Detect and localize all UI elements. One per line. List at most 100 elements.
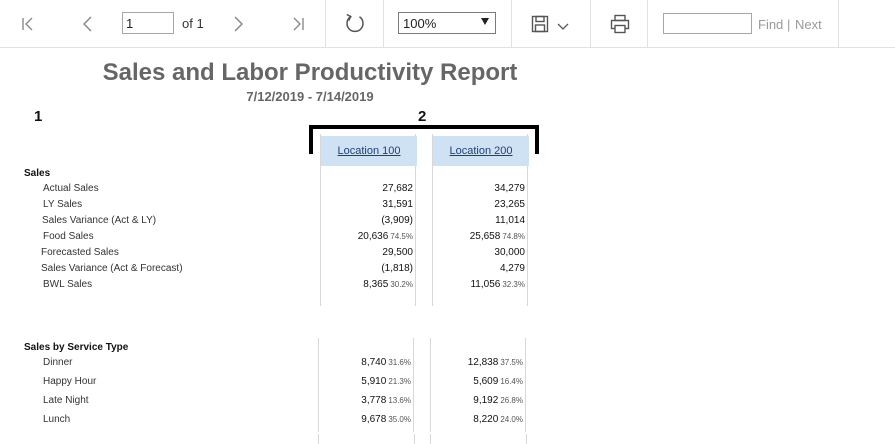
location-100-value: (1,818) bbox=[320, 263, 416, 274]
column-header-location-200[interactable]: Location 200 bbox=[433, 136, 529, 166]
toolbar-divider bbox=[838, 0, 839, 47]
page-count-label: of 1 bbox=[182, 16, 204, 31]
location-200-value: 25,658 74.8% bbox=[432, 231, 528, 242]
cell-percent: 35.0% bbox=[388, 415, 411, 424]
cell-value: 9,192 bbox=[473, 395, 499, 406]
location-200-value: 8,220 24.0% bbox=[430, 414, 526, 425]
cell-value: 5,609 bbox=[473, 376, 499, 387]
report-title: Sales and Labor Productivity Report bbox=[102, 59, 518, 86]
location-200-value: 9,192 26.8% bbox=[430, 395, 526, 406]
cell-value: 3,778 bbox=[361, 395, 387, 406]
refresh-button[interactable] bbox=[341, 11, 369, 37]
cell-value: 34,279 bbox=[494, 183, 525, 194]
row-label: Lunch bbox=[43, 414, 71, 425]
location-200-value: 11,014 bbox=[432, 215, 528, 226]
cell-value: 11,056 bbox=[470, 279, 501, 290]
row-label: LY Sales bbox=[43, 199, 83, 210]
cell-value: 9,678 bbox=[361, 414, 387, 425]
column-gutter bbox=[414, 434, 415, 444]
row-label: Dinner bbox=[43, 357, 73, 368]
location-100-value: 9,678 35.0% bbox=[318, 414, 414, 425]
toolbar-divider bbox=[647, 0, 648, 47]
report-viewer-toolbar: of 1 100% bbox=[0, 0, 895, 48]
first-page-icon bbox=[22, 17, 33, 31]
row-label: Actual Sales bbox=[43, 183, 99, 194]
zoom-select[interactable]: 100% bbox=[398, 12, 496, 34]
cell-percent: 74.8% bbox=[502, 232, 525, 241]
cell-value: 31,591 bbox=[382, 199, 413, 210]
row-label: Sales Variance (Act & Forecast) bbox=[41, 263, 183, 274]
section-heading-sales-by-service-type: Sales by Service Type bbox=[24, 342, 129, 353]
cell-value: 20,636 bbox=[357, 231, 389, 242]
report-date-range: 7/12/2019 - 7/14/2019 bbox=[246, 89, 374, 104]
refresh-icon bbox=[346, 13, 364, 33]
location-column-band bbox=[318, 338, 414, 432]
location-200-value: 12,838 37.5% bbox=[430, 357, 526, 368]
location-100-value: 8,740 31.6% bbox=[318, 357, 414, 368]
cell-percent: 31.6% bbox=[388, 358, 411, 367]
cell-value: 12,838 bbox=[467, 357, 499, 368]
location-100-value: 31,591 bbox=[320, 199, 416, 210]
cell-value: (1,818) bbox=[381, 263, 413, 274]
column-gutter bbox=[430, 434, 431, 444]
cell-percent: 16.4% bbox=[500, 377, 523, 386]
toolbar-divider bbox=[511, 0, 512, 47]
location-200-value: 23,265 bbox=[432, 199, 528, 210]
previous-page-button[interactable] bbox=[76, 13, 100, 35]
cell-value: (3,909) bbox=[381, 215, 413, 226]
cell-value: 25,658 bbox=[469, 231, 501, 242]
find-button[interactable]: Find bbox=[758, 17, 784, 32]
row-label: Food Sales bbox=[43, 231, 94, 242]
zoom-value: 100% bbox=[403, 16, 437, 31]
last-page-button[interactable] bbox=[286, 13, 310, 35]
cell-value: 29,500 bbox=[382, 247, 413, 258]
page-number-input[interactable] bbox=[122, 12, 174, 34]
location-100-value: 27,682 bbox=[320, 183, 416, 194]
column-gutter bbox=[318, 434, 319, 444]
cell-percent: 74.5% bbox=[390, 232, 413, 241]
save-icon bbox=[531, 15, 549, 33]
location-100-value: (3,909) bbox=[320, 215, 416, 226]
location-100-value: 29,500 bbox=[320, 247, 416, 258]
print-button[interactable] bbox=[606, 12, 634, 36]
export-button[interactable] bbox=[526, 12, 574, 36]
next-page-button[interactable] bbox=[226, 13, 250, 35]
toolbar-divider bbox=[383, 0, 384, 47]
cell-value: 8,740 bbox=[361, 357, 387, 368]
toolbar-divider bbox=[325, 0, 326, 47]
cell-percent: 24.0% bbox=[500, 415, 523, 424]
printer-icon bbox=[610, 14, 630, 34]
location-200-value: 30,000 bbox=[432, 247, 528, 258]
cell-value: 27,682 bbox=[382, 183, 413, 194]
column-header-location-100[interactable]: Location 100 bbox=[321, 136, 417, 166]
cell-percent: 32.3% bbox=[502, 280, 525, 289]
location-100-value: 5,910 21.3% bbox=[318, 376, 414, 387]
cell-value: 8,220 bbox=[473, 414, 499, 425]
cell-value: 23,265 bbox=[494, 199, 525, 210]
annotation-marker-1: 1 bbox=[34, 108, 43, 125]
row-label: Forecasted Sales bbox=[41, 247, 119, 258]
cell-percent: 30.2% bbox=[390, 280, 413, 289]
find-input[interactable] bbox=[663, 13, 752, 34]
row-label: Late Night bbox=[43, 395, 89, 406]
first-page-button[interactable] bbox=[16, 13, 40, 35]
annotation-marker-2: 2 bbox=[418, 108, 427, 125]
next-button[interactable]: Next bbox=[795, 17, 822, 32]
location-200-value: 34,279 bbox=[432, 183, 528, 194]
cell-percent: 21.3% bbox=[388, 377, 411, 386]
last-page-icon bbox=[293, 17, 304, 31]
location-200-value: 11,056 32.3% bbox=[432, 279, 528, 290]
row-label: Happy Hour bbox=[43, 376, 97, 387]
annotation-bracket bbox=[309, 125, 539, 154]
cell-percent: 26.8% bbox=[500, 396, 523, 405]
cell-value: 4,279 bbox=[499, 263, 525, 274]
cell-value: 11,014 bbox=[495, 215, 525, 226]
find-separator: | bbox=[787, 17, 791, 32]
chevron-right-icon bbox=[234, 16, 244, 32]
location-200-value: 4,279 bbox=[432, 263, 528, 274]
location-column-band bbox=[430, 338, 526, 432]
cell-value: 8,365 bbox=[363, 279, 389, 290]
location-100-value: 3,778 13.6% bbox=[318, 395, 414, 406]
cell-percent: 13.6% bbox=[388, 396, 411, 405]
cell-percent: 37.5% bbox=[500, 358, 523, 367]
